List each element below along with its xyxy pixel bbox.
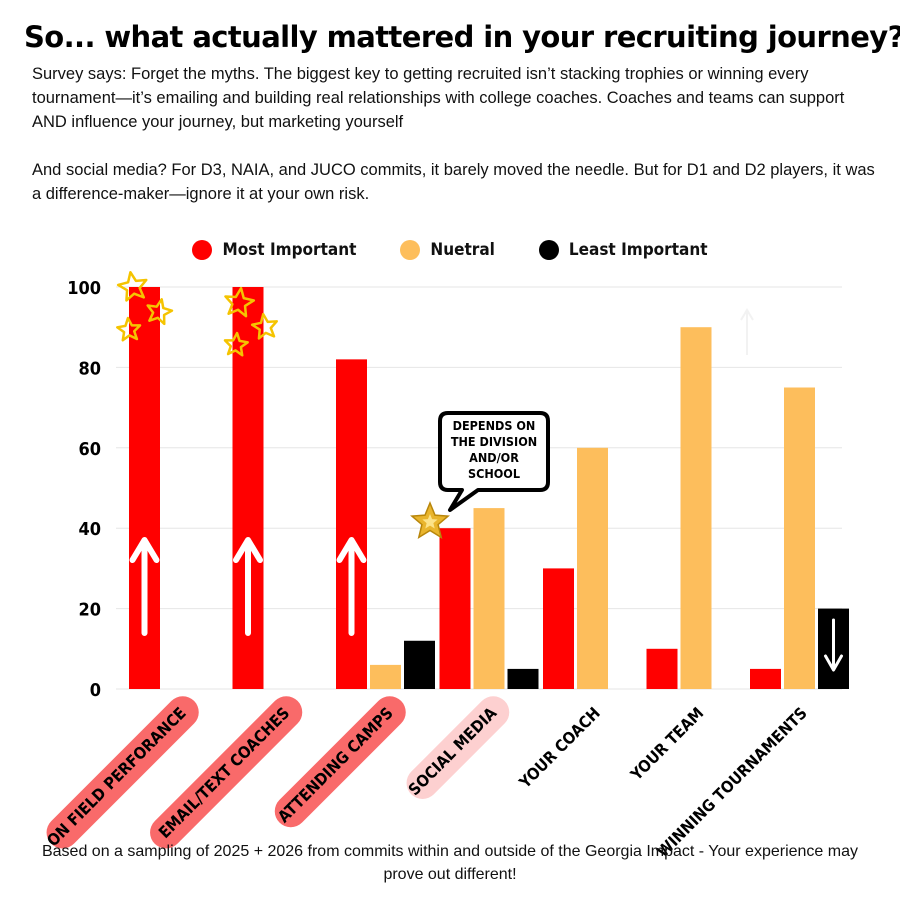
intro-paragraph: Survey says: Forget the myths. The bigge…	[32, 65, 845, 131]
bar-your-team-most-important	[646, 648, 678, 689]
star-doodle-icon	[146, 298, 174, 326]
legend-item-most: Most Important	[192, 240, 356, 260]
category-pill-attending-camps	[274, 696, 406, 828]
bar-attending-camps-nuetral	[370, 664, 401, 689]
up-arrow-icon	[129, 537, 160, 636]
gold-star-highlight	[422, 514, 438, 529]
legend-swatch-most	[192, 240, 213, 260]
callout-line: SCHOOL	[468, 466, 520, 481]
legend-label-most: Most Important	[222, 240, 357, 260]
speech-bubble-callout	[438, 411, 550, 512]
callout-line: DEPENDS ON	[453, 418, 536, 433]
star-doodle-icon	[223, 331, 249, 357]
page-title: So... what actually mattered in your rec…	[24, 20, 900, 54]
bar-winning-tournaments-most-important	[750, 668, 781, 689]
category-pill-shape	[406, 696, 510, 799]
legend-label-least: Least Important	[568, 240, 708, 260]
category-pill-shape	[274, 696, 406, 828]
category-pill-shape	[150, 696, 303, 849]
bar-social-media-least-important	[507, 668, 539, 689]
y-tick-label: 100	[67, 278, 101, 299]
star-doodle-icon	[116, 270, 148, 302]
legend-swatch-neutral	[400, 240, 421, 260]
footer-note: Based on a sampling of 2025 + 2026 from …	[41, 843, 858, 883]
y-tick-label: 60	[78, 439, 101, 460]
legend-label-neutral: Nuetral	[430, 240, 495, 260]
bar-your-coach-most-important	[543, 568, 574, 689]
y-tick-label: 40	[78, 519, 101, 540]
x-tick-label-your-coach: YOUR COACH	[515, 703, 604, 792]
star-doodle-icon	[116, 316, 142, 342]
bar-your-team-nuetral	[680, 327, 712, 689]
category-pill-email-text-coaches	[150, 696, 303, 849]
social-media-paragraph: And social media? For D3, NAIA, and JUCO…	[32, 161, 875, 203]
y-tick-label: 0	[90, 680, 101, 701]
bar-your-coach-nuetral	[577, 447, 608, 689]
bar-winning-tournaments-nuetral	[784, 387, 815, 689]
chart-legend: Most Important Nuetral Least Important	[0, 240, 900, 260]
bar-social-media-most-important	[439, 528, 471, 689]
y-tick-label: 20	[78, 600, 101, 621]
x-tick-label-your-team: YOUR TEAM	[626, 703, 707, 784]
star-doodle-icon	[224, 286, 256, 318]
legend-item-least: Least Important	[538, 240, 708, 260]
legend-swatch-least	[538, 240, 559, 260]
bar-social-media-nuetral	[473, 508, 505, 689]
category-pill-shape	[46, 696, 199, 849]
category-pill-on-field-perforance	[46, 696, 199, 849]
y-tick-label: 80	[78, 358, 101, 379]
callout-line: THE DIVISION	[451, 434, 537, 449]
down-arrow-icon	[824, 618, 843, 672]
bar-attending-camps-most-important	[336, 359, 367, 689]
bar-attending-camps-least-important	[404, 640, 435, 689]
category-pill-social-media	[406, 696, 510, 799]
legend-item-neutral: Nuetral	[400, 240, 495, 260]
up-arrow-icon	[233, 537, 263, 636]
callout-line: AND/OR	[469, 450, 519, 465]
star-doodle-icon	[250, 312, 278, 340]
up-arrow-icon	[336, 537, 367, 636]
x-tick-label-social-media: SOCIAL MEDIA	[405, 703, 501, 799]
faint-up-arrow-icon	[740, 308, 754, 355]
